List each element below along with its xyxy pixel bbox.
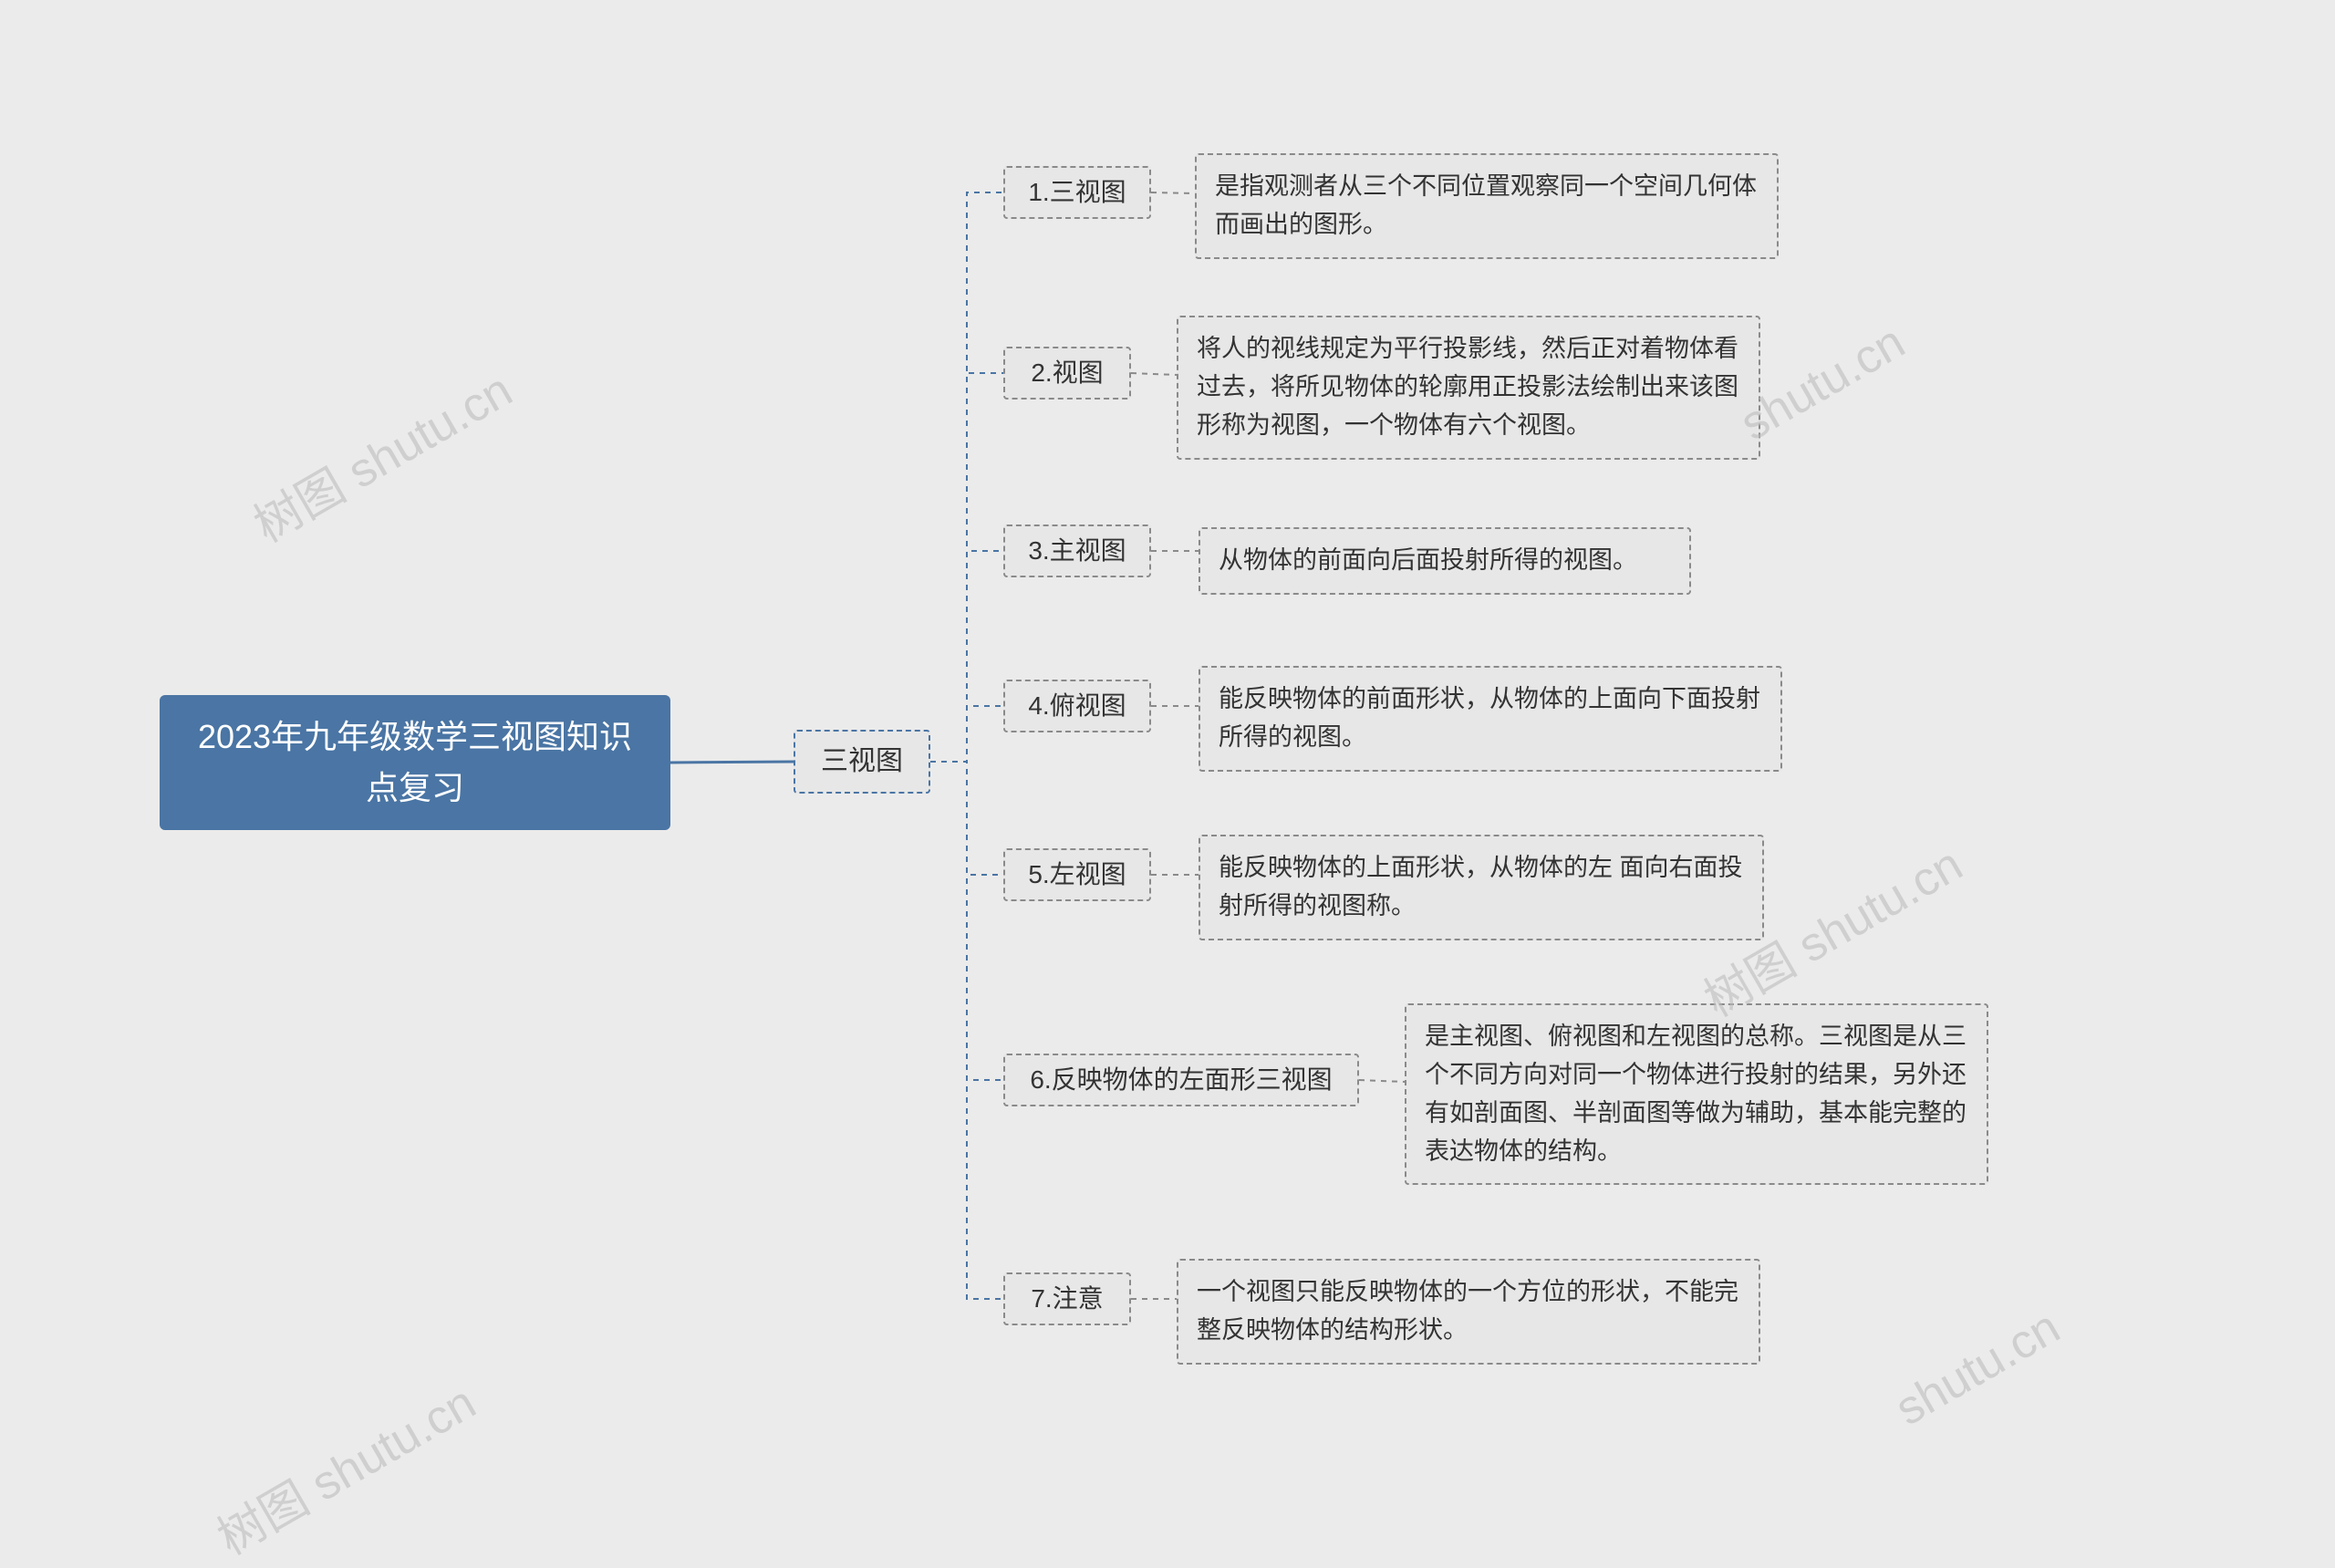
branch-leaf-2[interactable]: 将人的视线规定为平行投影线，然后正对着物体看过去，将所见物体的轮廓用正投影法绘制… [1177,316,1760,460]
branch-leaf-1[interactable]: 是指观测者从三个不同位置观察同一个空间几何体而画出的图形。 [1195,153,1779,259]
watermark: 树图 shutu.cn [202,1365,485,1567]
branch-label-6[interactable]: 6.反映物体的左面形三视图 [1003,1054,1359,1106]
watermark: 树图 shutu.cn [239,352,522,555]
branch-label-1[interactable]: 1.三视图 [1003,166,1151,219]
branch-leaf-text: 是主视图、俯视图和左视图的总称。三视图是从三个不同方向对同一个物体进行投射的结果… [1425,1018,1968,1170]
root-label: 2023年九年级数学三视图知识点复习 [196,711,634,814]
branch-label-7[interactable]: 7.注意 [1003,1272,1131,1325]
branch-leaf-6[interactable]: 是主视图、俯视图和左视图的总称。三视图是从三个不同方向对同一个物体进行投射的结果… [1405,1003,1988,1185]
branch-label-2[interactable]: 2.视图 [1003,347,1131,400]
branch-label-text: 3.主视图 [1028,531,1126,570]
branch-label-text: 2.视图 [1031,353,1103,392]
branch-label-4[interactable]: 4.俯视图 [1003,680,1151,732]
branch-label-text: 4.俯视图 [1028,686,1126,725]
branch-leaf-4[interactable]: 能反映物体的前面形状，从物体的上面向下面投射所得的视图。 [1199,666,1782,772]
branch-label-text: 6.反映物体的左面形三视图 [1030,1060,1332,1099]
root-node[interactable]: 2023年九年级数学三视图知识点复习 [160,695,670,830]
mindmap-canvas: 2023年九年级数学三视图知识点复习 三视图 1.三视图 是指观测者从三个不同位置… [0,0,2335,1530]
branch-leaf-7[interactable]: 一个视图只能反映物体的一个方位的形状，不能完整反映物体的结构形状。 [1177,1259,1760,1365]
branch-leaf-text: 是指观测者从三个不同位置观察同一个空间几何体而画出的图形。 [1215,168,1759,244]
branch-leaf-text: 一个视图只能反映物体的一个方位的形状，不能完整反映物体的结构形状。 [1197,1273,1740,1350]
branch-leaf-5[interactable]: 能反映物体的上面形状，从物体的左 面向右面投射所得的视图称。 [1199,835,1764,940]
category-label: 三视图 [821,741,903,784]
branch-leaf-text: 将人的视线规定为平行投影线，然后正对着物体看过去，将所见物体的轮廓用正投影法绘制… [1197,330,1740,445]
branch-label-text: 7.注意 [1031,1279,1103,1318]
branch-leaf-3[interactable]: 从物体的前面向后面投射所得的视图。 [1199,527,1691,595]
branch-label-text: 5.左视图 [1028,855,1126,894]
branch-label-5[interactable]: 5.左视图 [1003,848,1151,901]
branch-label-3[interactable]: 3.主视图 [1003,524,1151,577]
branch-leaf-text: 从物体的前面向后面投射所得的视图。 [1219,542,1637,580]
category-node[interactable]: 三视图 [794,730,930,794]
watermark: shutu.cn [1886,1300,2069,1437]
branch-leaf-text: 能反映物体的上面形状，从物体的左 面向右面投射所得的视图称。 [1219,849,1744,926]
branch-label-text: 1.三视图 [1028,172,1126,212]
branch-leaf-text: 能反映物体的前面形状，从物体的上面向下面投射所得的视图。 [1219,680,1762,757]
